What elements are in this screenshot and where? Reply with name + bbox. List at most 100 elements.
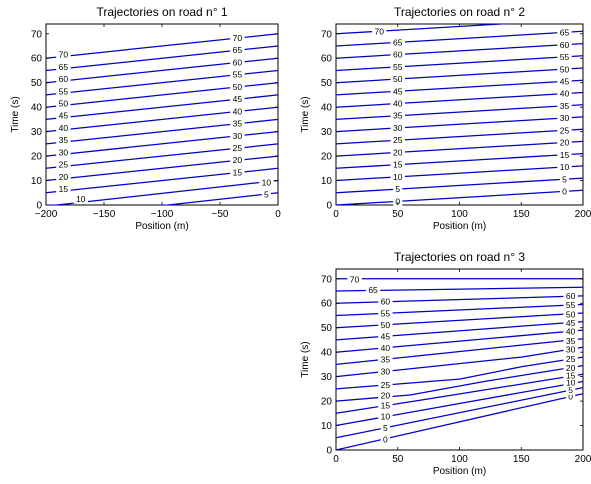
plot2-trajectory-30 — [336, 116, 583, 133]
plot3-series-group — [336, 278, 583, 450]
plot2-contour-label-bg — [557, 40, 572, 50]
plot3-title: Trajectories on road n° 3 — [394, 250, 525, 264]
plot2-trajectory-0 — [336, 189, 583, 205]
plot2-contour-label: 65 — [560, 28, 570, 38]
plot1-contour-label-bg — [230, 33, 245, 43]
plot3-y-tick-label: 30 — [321, 372, 333, 383]
plot2-y-tick-label: 0 — [326, 201, 332, 212]
plot3-contour-label: 20 — [381, 390, 391, 400]
plot2-trajectory-20 — [336, 140, 583, 157]
plot3-x-tick-label: 150 — [513, 454, 530, 465]
plot2-contour-label: 5 — [562, 174, 567, 184]
plot2-y-tick-label: 60 — [321, 54, 333, 65]
plot3-contour-label: 50 — [566, 309, 576, 319]
plot3-contour-label-bg — [378, 390, 393, 400]
plot2-contour-label: 55 — [393, 62, 403, 72]
plot2-contour-label: 50 — [560, 64, 570, 74]
plot2-y-tick-label: 50 — [321, 78, 333, 89]
plot2-contour-label: 30 — [560, 113, 570, 123]
plot3-contour-label-bg — [563, 345, 578, 355]
plot2-contour-label: 10 — [393, 172, 403, 182]
plot1-y-tick-label: 30 — [31, 127, 43, 138]
plot2-contour-label-bg — [557, 64, 572, 74]
plot1-contour-label: 15 — [233, 167, 243, 177]
plot3-y-tick-label: 70 — [321, 274, 333, 285]
plot1-y-tick-label: 60 — [31, 54, 43, 65]
plot3-contour-label-bg — [380, 423, 390, 433]
plot3-y-tick-label: 0 — [326, 446, 332, 457]
plot1-contour-label-bg — [230, 94, 245, 104]
plot3-contour-label-bg — [378, 412, 393, 422]
plot1-x-tick-label: −100 — [151, 209, 174, 220]
plot2-x-tick-label: 0 — [333, 209, 339, 220]
plot1-contour-label-bg — [230, 167, 245, 177]
plot2-contour-label-bg — [390, 160, 405, 170]
plot3-contour-label-bg — [378, 380, 393, 390]
plot1-contour-label: 35 — [233, 119, 243, 129]
plot1-x-tick-label: 0 — [275, 209, 281, 220]
plot2-contour-label-bg — [393, 196, 403, 206]
plot3-contour-label: 45 — [381, 331, 391, 341]
plot2-contour-label: 10 — [560, 162, 570, 172]
plot3-contour-label-bg — [566, 385, 576, 395]
plot3-trajectory-25 — [336, 356, 583, 390]
plot2-contour-label-bg — [390, 98, 405, 108]
plot1-contour-label-bg — [230, 82, 245, 92]
plot3-contour-label-bg — [378, 343, 393, 353]
plot3-contour-label: 50 — [381, 320, 391, 330]
plot3-contour-label-bg — [378, 366, 393, 376]
plot1-contour-label: 60 — [233, 57, 243, 67]
plot2-contour-label-bg — [390, 86, 405, 96]
plot1-contour-label: 20 — [59, 172, 69, 182]
plot2-contour-label-bg — [557, 113, 572, 123]
plot2-title: Trajectories on road n° 2 — [394, 5, 525, 19]
plot3-trajectory-35 — [336, 338, 583, 366]
plot1-contour-label: 50 — [59, 98, 69, 108]
plot2-contour-label-bg — [390, 50, 405, 60]
plot3-y-tick-label: 50 — [321, 323, 333, 334]
plot1-contour-label: 40 — [59, 123, 69, 133]
plot3-y-tick-label: 20 — [321, 397, 333, 408]
plot3-contour-label: 15 — [566, 370, 576, 380]
plot3: 0510152025303540455055606570051015202530… — [300, 250, 591, 477]
plot3-x-tick-label: 50 — [392, 454, 404, 465]
plot1-x-tick-label: −150 — [93, 209, 116, 220]
plot1-contour-label: 10 — [262, 177, 272, 187]
plot1-x-tick-label: −50 — [212, 209, 229, 220]
plot3-trajectory-55 — [336, 303, 583, 317]
plot3-contour-label-bg — [563, 378, 578, 388]
plot3-contour-label: 5 — [383, 423, 388, 433]
plot2-contour-label: 65 — [393, 37, 403, 47]
plot1-title: Trajectories on road n° 1 — [96, 5, 227, 19]
plot2-contour-label-bg — [557, 162, 572, 172]
plot1-contour-label: 10 — [76, 194, 86, 204]
plot1-contour-label-bg — [230, 106, 245, 116]
plot3-contour-label-bg — [563, 326, 578, 336]
plot1-contour-label: 70 — [233, 33, 243, 43]
plot3-contour-label-bg — [378, 320, 393, 330]
plot3-contour-label: 0 — [383, 434, 388, 444]
plot2-contour-label-bg — [557, 138, 572, 148]
plot2-contour-label-bg — [390, 62, 405, 72]
plot3-contour-label: 25 — [566, 354, 576, 364]
plot1-contour-label: 60 — [59, 74, 69, 84]
plot2-trajectory-15 — [336, 152, 583, 169]
plot1-y-tick-label: 20 — [31, 152, 43, 163]
plot2-contour-label: 35 — [393, 111, 403, 121]
plot1-y-tick-label: 70 — [31, 29, 43, 40]
plot1-contour-label-bg — [56, 50, 71, 60]
plot3-contour-label: 55 — [381, 308, 391, 318]
plot1-contour-label: 55 — [59, 86, 69, 96]
plot2-y-tick-label: 20 — [321, 152, 333, 163]
plot2-x-tick-label: 200 — [575, 209, 591, 220]
plot2-contour-label: 0 — [562, 187, 567, 197]
plot1-contour-label-bg — [261, 189, 271, 199]
plot2-contour-label: 40 — [393, 98, 403, 108]
plot1-contour-label-bg — [56, 74, 71, 84]
plot2-trajectory-50 — [336, 67, 583, 84]
plot1-contour-label-bg — [230, 143, 245, 153]
plot2-contour-label-bg — [557, 76, 572, 86]
plot2-contour-label-bg — [390, 74, 405, 84]
plot2-contour-label: 25 — [393, 135, 403, 145]
